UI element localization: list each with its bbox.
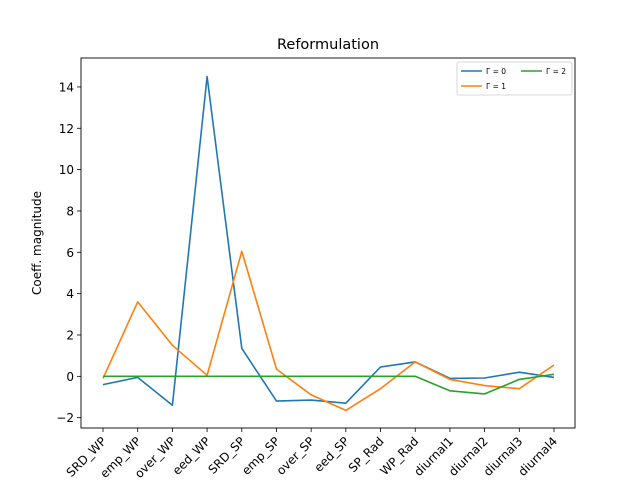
series-line-1 (102, 250, 555, 412)
x-axis-ticks: SRD_WPemp_WPover_WPeed_WPSRD_SPemp_SPove… (64, 428, 560, 480)
legend-label: Γ = 2 (546, 67, 566, 76)
y-tick-label: 14 (59, 80, 74, 94)
series-line-2 (103, 373, 555, 395)
y-tick-label: 2 (66, 328, 74, 342)
y-tick-label: −2 (56, 411, 74, 425)
y-tick-label: 12 (59, 122, 74, 136)
x-tick-label: eed_SP (311, 434, 351, 474)
legend: Γ = 0 Γ = 2 Γ = 1 (456, 61, 573, 96)
series-lines (102, 75, 555, 412)
x-tick-label: eed_WP (170, 434, 213, 477)
series-line-0 (102, 75, 555, 407)
legend-label: Γ = 1 (486, 82, 506, 91)
plot-frame (80, 57, 576, 429)
legend-box (456, 61, 573, 96)
y-axis-label: Coeff. magnitude (30, 191, 44, 295)
y-axis-ticks: −2 0 2 4 6 8 10 12 14 (56, 80, 81, 425)
y-tick-label: 8 (66, 204, 74, 218)
y-tick-label: 10 (59, 163, 74, 177)
y-tick-label: 6 (66, 246, 74, 260)
legend-label: Γ = 0 (486, 67, 506, 76)
x-tick-label: over_SP (274, 434, 318, 478)
y-tick-label: 0 (66, 370, 74, 384)
chart-title: Reformulation (277, 37, 379, 53)
y-tick-label: 4 (66, 287, 74, 301)
